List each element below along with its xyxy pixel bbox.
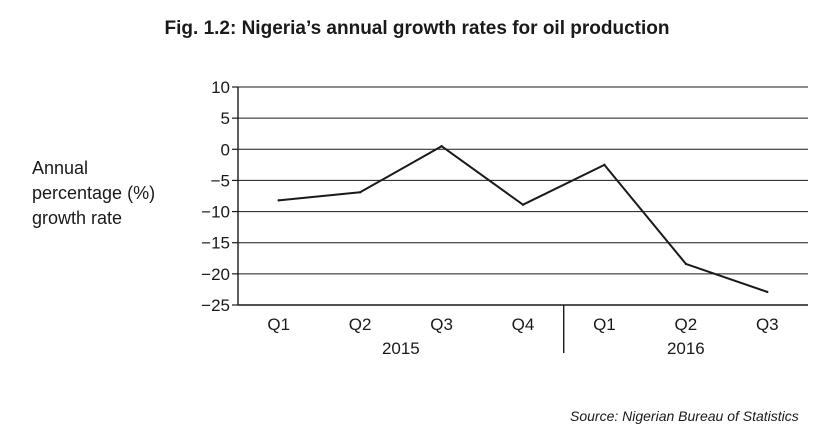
y-tick-label-3: −5 [211, 171, 230, 190]
data-point-5 [684, 262, 688, 266]
grid-lines [238, 86, 808, 275]
axes [232, 86, 808, 306]
y-axis-label-line-2: percentage (%) [32, 183, 155, 203]
y-tick-labels: 10 5 0 −5 −10 −15 −20 −25 [201, 78, 230, 315]
y-axis-label-line-3: growth rate [32, 208, 122, 228]
y-tick-label-6: −20 [201, 265, 230, 284]
x-tick-label-6: Q3 [756, 315, 779, 334]
group-label-2015: 2015 [382, 339, 420, 358]
year-group-labels: 2015 2016 [382, 305, 705, 358]
y-tick-label-1: 5 [221, 109, 230, 128]
x-tick-label-5: Q2 [675, 315, 698, 334]
y-tick-label-5: −15 [201, 234, 230, 253]
x-tick-label-4: Q1 [593, 315, 616, 334]
x-tick-labels: Q1 Q2 Q3 Q4 Q1 Q2 Q3 [267, 315, 778, 334]
x-tick-label-0: Q1 [267, 315, 290, 334]
data-point-2 [440, 144, 443, 148]
chart-title: Fig. 1.2: Nigeria’s annual growth rates … [165, 18, 670, 39]
data-point-6 [766, 290, 769, 294]
data-point-4 [603, 163, 606, 167]
y-axis-label-line-1: Annual [32, 158, 88, 178]
data-point-1 [358, 191, 362, 194]
series-growth-rate [277, 144, 769, 294]
y-tick-label-7: −25 [201, 296, 230, 315]
series-line [278, 145, 768, 293]
group-label-2016: 2016 [667, 339, 705, 358]
y-tick-label-4: −10 [201, 203, 230, 222]
x-tick-label-2: Q3 [430, 315, 453, 334]
y-tick-label-2: 0 [221, 140, 230, 159]
x-tick-label-1: Q2 [349, 315, 372, 334]
data-point-0 [277, 199, 280, 202]
y-tick-label-0: 10 [211, 78, 230, 97]
x-tick-label-3: Q4 [512, 315, 535, 334]
data-point-3 [521, 203, 525, 206]
source-note: Source: Nigerian Bureau of Statistics [570, 408, 799, 424]
